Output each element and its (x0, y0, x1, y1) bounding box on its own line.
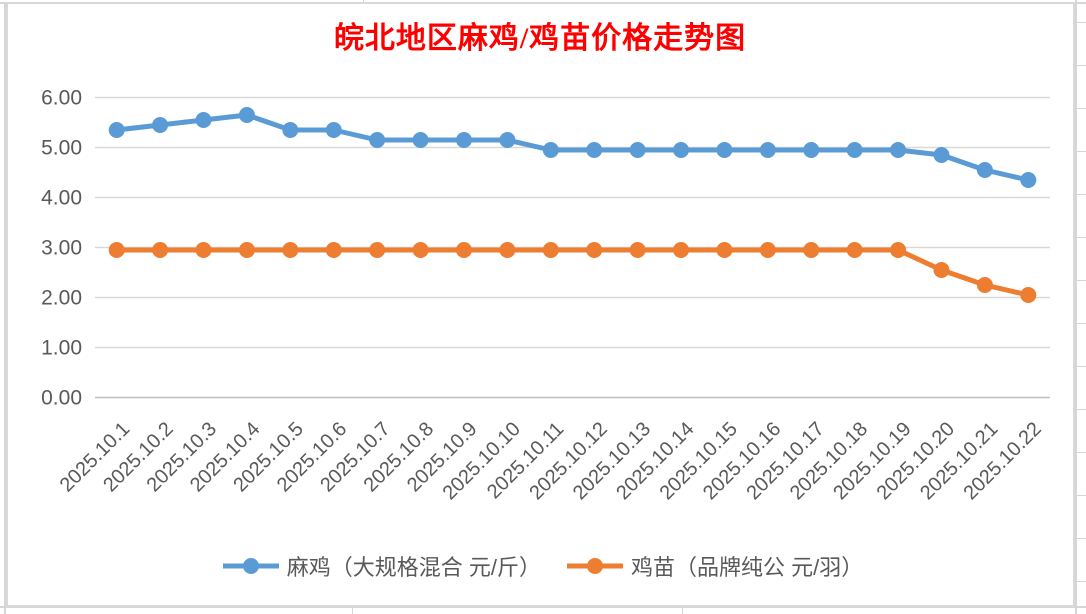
data-point (282, 242, 299, 258)
data-point (542, 142, 559, 158)
data-point (933, 147, 950, 163)
data-point (238, 107, 255, 123)
sheet-row-line (1077, 538, 1086, 539)
chart-title: 皖北地区麻鸡/鸡苗价格走势图 (333, 22, 747, 55)
sheet-row-line (1077, 495, 1086, 496)
data-point (803, 142, 820, 158)
data-point (890, 142, 907, 158)
sheet-row-line (1077, 366, 1086, 367)
data-point (108, 242, 125, 258)
data-point (369, 242, 386, 258)
data-point (499, 242, 516, 258)
data-point (716, 142, 733, 158)
data-point (629, 142, 646, 158)
y-tick-label: 2.00 (41, 287, 82, 310)
sheet-gridline-right (1075, 0, 1077, 614)
data-point (803, 242, 820, 258)
data-point (976, 277, 993, 293)
data-point (673, 142, 690, 158)
data-point (586, 142, 603, 158)
sheet-row-line (1077, 237, 1086, 238)
sheet-row-line (1077, 409, 1086, 410)
data-point (542, 242, 559, 258)
legend-label-machicken: 麻鸡（大规格混合 元/斤） (286, 555, 541, 580)
data-point (933, 262, 950, 278)
data-point (195, 242, 212, 258)
data-point (455, 132, 472, 148)
chart-frame[interactable] (6, 2, 1075, 607)
y-tick-label: 4.00 (41, 187, 82, 210)
data-point (282, 122, 299, 138)
data-point (890, 242, 907, 258)
sheet-row-line (1077, 151, 1086, 152)
data-point (1020, 172, 1037, 188)
sheet-column-stub-top (363, 0, 364, 3)
data-point (716, 242, 733, 258)
data-point (976, 162, 993, 178)
legend-marker-chick-icon (567, 558, 623, 574)
data-point (455, 242, 472, 258)
legend: 麻鸡（大规格混合 元/斤） 鸡苗（品牌纯公 元/羽） (0, 548, 1086, 584)
sheet-row-line (1077, 581, 1086, 582)
sheet-row-line (1077, 22, 1086, 23)
sheet-gridline-bottom (0, 606, 1086, 608)
data-point (586, 242, 603, 258)
data-point (846, 142, 863, 158)
legend-item-machicken[interactable]: 麻鸡（大规格混合 元/斤） (222, 550, 541, 582)
data-point (759, 142, 776, 158)
data-point (759, 242, 776, 258)
sheet-gridline-left (4, 2, 6, 614)
sheet-row-line (1077, 280, 1086, 281)
sheet-row-line (1077, 452, 1086, 453)
data-point (499, 132, 516, 148)
data-point (412, 242, 429, 258)
sheet-column-stub-bottom-2 (682, 608, 683, 614)
legend-label-chick: 鸡苗（品牌纯公 元/羽） (631, 555, 864, 580)
legend-item-chick[interactable]: 鸡苗（品牌纯公 元/羽） (567, 550, 863, 582)
data-point (325, 122, 342, 138)
data-point (152, 242, 169, 258)
y-tick-label: 6.00 (41, 87, 82, 110)
data-point (629, 242, 646, 258)
y-tick-label: 3.00 (41, 237, 82, 260)
sheet-row-line (1077, 194, 1086, 195)
series-line-0 (114, 112, 1031, 183)
series-line-1 (114, 247, 1031, 298)
data-point (108, 122, 125, 138)
sheet-row-line (1077, 65, 1086, 66)
sheet-column-stub-bottom-1 (352, 608, 353, 614)
legend-marker-machicken-icon (222, 558, 279, 574)
data-point (152, 117, 169, 133)
data-point (412, 132, 429, 148)
sheet-row-line (1077, 108, 1086, 109)
y-tick-label: 0.00 (41, 387, 82, 410)
data-point (673, 242, 690, 258)
data-point (369, 132, 386, 148)
data-point (238, 242, 255, 258)
data-point (195, 112, 212, 128)
y-tick-label: 5.00 (41, 137, 82, 160)
data-point (846, 242, 863, 258)
y-tick-label: 1.00 (41, 337, 82, 360)
data-point (1020, 287, 1037, 303)
data-point (325, 242, 342, 258)
sheet-row-line (1077, 323, 1086, 324)
